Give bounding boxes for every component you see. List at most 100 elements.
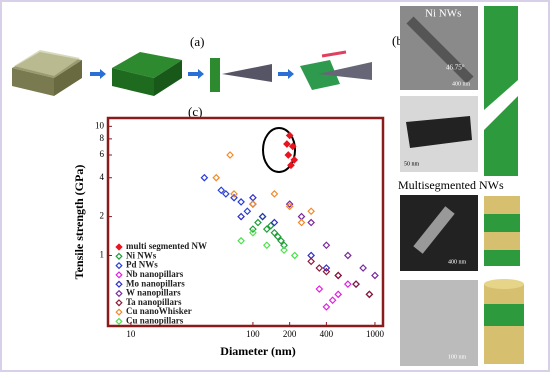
point bbox=[266, 221, 275, 230]
point bbox=[249, 228, 257, 237]
legend-marker bbox=[115, 280, 123, 288]
legend-label: Ni NWs bbox=[126, 250, 157, 260]
legend-marker bbox=[115, 243, 123, 251]
point bbox=[322, 241, 331, 250]
image-title: Multisegmented NWs bbox=[398, 178, 504, 192]
point bbox=[328, 296, 337, 305]
point bbox=[285, 200, 294, 208]
point bbox=[249, 200, 257, 208]
legend-label: multi segmented NW bbox=[126, 241, 207, 251]
point bbox=[237, 198, 245, 206]
point bbox=[277, 236, 285, 245]
legend-label: Pd NWs bbox=[126, 260, 158, 270]
x-tick-label: 200 bbox=[283, 329, 297, 339]
legend-marker bbox=[115, 271, 123, 279]
y-tick-label: 1 bbox=[100, 250, 105, 260]
panel-label: (c) bbox=[188, 104, 202, 119]
legend-marker bbox=[115, 317, 123, 326]
point bbox=[226, 151, 234, 159]
point bbox=[222, 190, 230, 198]
legend-marker bbox=[115, 289, 123, 298]
scale-bar-label: 100 nm bbox=[448, 354, 467, 360]
point bbox=[307, 257, 315, 266]
segmented-model bbox=[484, 196, 524, 364]
panel-label: (a) bbox=[190, 34, 204, 49]
point bbox=[283, 140, 291, 148]
point bbox=[334, 290, 343, 299]
point bbox=[249, 225, 257, 233]
y-tick-label: 2 bbox=[100, 211, 105, 221]
point bbox=[270, 218, 279, 227]
wire-model bbox=[484, 96, 518, 176]
y-axis-title: Tensile strength (GPa) bbox=[72, 165, 86, 280]
y-tick-label: 10 bbox=[95, 120, 105, 130]
tem-image bbox=[400, 280, 478, 366]
point bbox=[352, 280, 360, 288]
highlight-ellipse bbox=[262, 127, 296, 173]
y-tick-label: 8 bbox=[100, 133, 105, 143]
point bbox=[344, 280, 352, 288]
tem-wire bbox=[406, 16, 474, 84]
point bbox=[262, 241, 271, 250]
y-tick-label: 6 bbox=[100, 149, 105, 159]
point bbox=[322, 303, 331, 311]
legend-marker bbox=[115, 299, 123, 307]
point bbox=[237, 236, 245, 245]
scale-bar-label: 50 nm bbox=[404, 161, 420, 167]
x-axis-title: Diameter (nm) bbox=[220, 344, 295, 358]
point bbox=[262, 225, 271, 233]
legend-label: Cu nanopillars bbox=[126, 315, 184, 325]
point bbox=[322, 264, 331, 272]
x-tick-label: 100 bbox=[246, 329, 260, 339]
legend-label: Cu nanoWhisker bbox=[126, 306, 192, 316]
point bbox=[280, 241, 288, 250]
tem-wire bbox=[413, 206, 455, 254]
point bbox=[322, 267, 331, 276]
point bbox=[365, 290, 374, 299]
x-tick-label: 400 bbox=[320, 329, 334, 339]
scale-bar-label: 400 nm bbox=[448, 259, 467, 265]
point bbox=[315, 285, 324, 293]
scale-bar-label: 400 nm bbox=[452, 81, 471, 87]
point bbox=[243, 207, 252, 216]
legend-marker bbox=[115, 308, 123, 316]
x-tick-label: 10 bbox=[126, 329, 136, 339]
point bbox=[258, 212, 267, 221]
panel-a-illustration bbox=[12, 50, 372, 96]
point bbox=[270, 190, 279, 198]
point bbox=[334, 271, 343, 280]
point bbox=[315, 264, 324, 272]
point bbox=[217, 186, 226, 195]
point bbox=[284, 151, 293, 159]
point bbox=[285, 131, 294, 140]
legend-label: Mo nanopillars bbox=[126, 278, 185, 288]
point bbox=[344, 251, 352, 260]
plot-frame bbox=[106, 116, 385, 328]
point bbox=[297, 218, 306, 227]
point bbox=[200, 173, 209, 182]
point bbox=[254, 218, 262, 227]
legend-label: Nb nanopillars bbox=[126, 269, 184, 279]
point bbox=[290, 156, 299, 164]
legend-marker bbox=[115, 252, 123, 260]
point bbox=[280, 246, 288, 254]
point bbox=[273, 232, 282, 241]
point bbox=[359, 264, 367, 272]
point bbox=[230, 190, 238, 198]
point bbox=[270, 228, 279, 237]
point bbox=[290, 251, 299, 260]
point bbox=[237, 212, 245, 221]
wire-model bbox=[484, 6, 518, 110]
angle-label: 46.75° bbox=[446, 64, 465, 72]
y-tick-label: 4 bbox=[100, 172, 105, 182]
point bbox=[288, 142, 297, 151]
point bbox=[230, 193, 238, 202]
x-tick-label: 1000 bbox=[366, 329, 385, 339]
point bbox=[285, 202, 294, 211]
point bbox=[212, 173, 221, 182]
point bbox=[307, 207, 315, 216]
point bbox=[307, 218, 315, 227]
point bbox=[287, 161, 295, 170]
image-title: Ni NWs bbox=[425, 8, 461, 20]
